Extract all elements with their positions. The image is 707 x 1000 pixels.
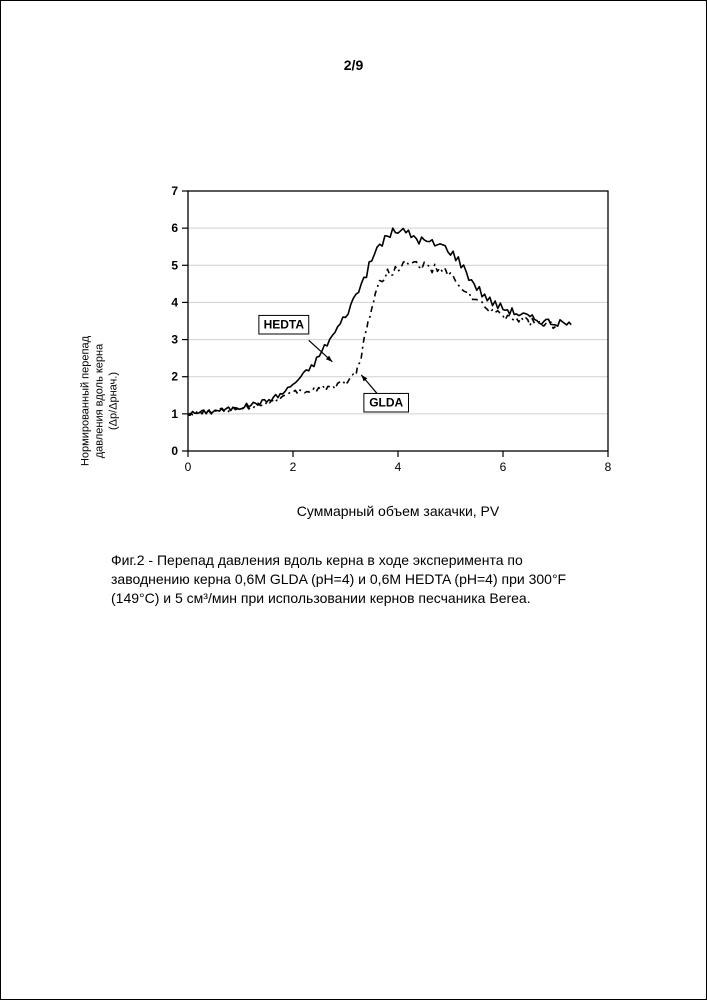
pressure-drop-chart: Нормированный перепад давления вдоль кер… — [106, 191, 616, 481]
svg-text:2: 2 — [290, 460, 297, 474]
svg-text:6: 6 — [500, 460, 507, 474]
svg-text:GLDA: GLDA — [369, 396, 403, 410]
page-number: 2/9 — [1, 57, 706, 73]
page: 2/9 Нормированный перепад давления вдоль… — [0, 0, 707, 1000]
x-axis-label: Суммарный объем закачки, PV — [188, 503, 608, 519]
y-axis-label-line2: давления вдоль керна — [93, 344, 105, 458]
svg-text:5: 5 — [171, 258, 178, 272]
svg-text:0: 0 — [185, 460, 192, 474]
svg-text:HEDTA: HEDTA — [264, 318, 305, 332]
svg-text:2: 2 — [171, 370, 178, 384]
svg-text:4: 4 — [395, 460, 402, 474]
svg-text:3: 3 — [171, 333, 178, 347]
chart-svg: 0246801234567HEDTAGLDA — [106, 191, 616, 481]
figure-caption: Фиг.2 - Перепад давления вдоль керна в х… — [111, 551, 601, 608]
y-axis-label-line1: Нормированный перепад — [79, 336, 91, 466]
svg-text:7: 7 — [171, 184, 178, 198]
svg-text:8: 8 — [605, 460, 612, 474]
svg-text:0: 0 — [171, 444, 178, 458]
svg-text:4: 4 — [171, 295, 178, 309]
svg-text:1: 1 — [171, 407, 178, 421]
svg-text:6: 6 — [171, 221, 178, 235]
